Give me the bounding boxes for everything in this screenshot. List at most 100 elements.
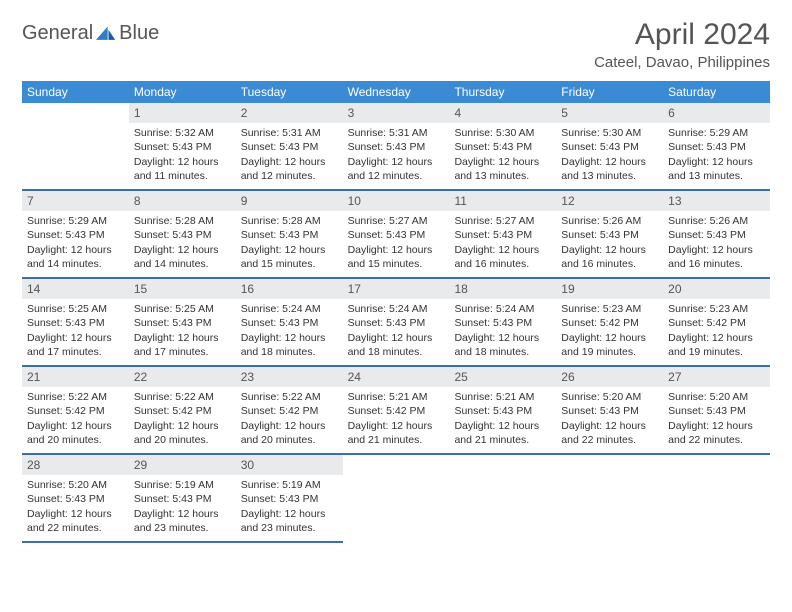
- sunrise-text: Sunrise: 5:32 AM: [134, 126, 231, 140]
- day-number: 12: [556, 191, 663, 211]
- location-subtitle: Cateel, Davao, Philippines: [594, 54, 770, 71]
- calendar-day: 23Sunrise: 5:22 AMSunset: 5:42 PMDayligh…: [236, 367, 343, 453]
- day-number: 20: [663, 279, 770, 299]
- sunrise-text: Sunrise: 5:28 AM: [241, 214, 338, 228]
- daylight-text: Daylight: 12 hours and 18 minutes.: [454, 331, 551, 359]
- day-number: 4: [449, 103, 556, 123]
- day-number: 3: [343, 103, 450, 123]
- daylight-text: Daylight: 12 hours and 15 minutes.: [348, 243, 445, 271]
- sunrise-text: Sunrise: 5:19 AM: [134, 478, 231, 492]
- day-details: Sunrise: 5:21 AMSunset: 5:42 PMDaylight:…: [343, 387, 450, 453]
- sunrise-text: Sunrise: 5:22 AM: [134, 390, 231, 404]
- sunset-text: Sunset: 5:43 PM: [134, 228, 231, 242]
- day-label: Sunday: [22, 81, 129, 103]
- sunrise-text: Sunrise: 5:20 AM: [561, 390, 658, 404]
- day-number: 15: [129, 279, 236, 299]
- sunrise-text: Sunrise: 5:31 AM: [348, 126, 445, 140]
- day-details: Sunrise: 5:20 AMSunset: 5:43 PMDaylight:…: [663, 387, 770, 453]
- calendar-day: 3Sunrise: 5:31 AMSunset: 5:43 PMDaylight…: [343, 103, 450, 189]
- sunrise-text: Sunrise: 5:20 AM: [27, 478, 124, 492]
- day-details: Sunrise: 5:24 AMSunset: 5:43 PMDaylight:…: [449, 299, 556, 365]
- day-number: 7: [22, 191, 129, 211]
- calendar-week: 14Sunrise: 5:25 AMSunset: 5:43 PMDayligh…: [22, 279, 770, 367]
- sunrise-text: Sunrise: 5:30 AM: [454, 126, 551, 140]
- brand-logo: General Blue: [22, 22, 159, 45]
- sunrise-text: Sunrise: 5:28 AM: [134, 214, 231, 228]
- calendar-day: 13Sunrise: 5:26 AMSunset: 5:43 PMDayligh…: [663, 191, 770, 277]
- day-label: Monday: [129, 81, 236, 103]
- sunrise-text: Sunrise: 5:31 AM: [241, 126, 338, 140]
- calendar-day: 18Sunrise: 5:24 AMSunset: 5:43 PMDayligh…: [449, 279, 556, 365]
- day-details: Sunrise: 5:27 AMSunset: 5:43 PMDaylight:…: [449, 211, 556, 277]
- day-number: 30: [236, 455, 343, 475]
- day-number: 24: [343, 367, 450, 387]
- day-details: Sunrise: 5:19 AMSunset: 5:43 PMDaylight:…: [236, 475, 343, 541]
- daylight-text: Daylight: 12 hours and 14 minutes.: [27, 243, 124, 271]
- daylight-text: Daylight: 12 hours and 17 minutes.: [134, 331, 231, 359]
- day-number: 26: [556, 367, 663, 387]
- sunset-text: Sunset: 5:43 PM: [561, 404, 658, 418]
- day-number: [343, 455, 450, 475]
- day-number: 25: [449, 367, 556, 387]
- calendar-day: 14Sunrise: 5:25 AMSunset: 5:43 PMDayligh…: [22, 279, 129, 365]
- daylight-text: Daylight: 12 hours and 13 minutes.: [668, 155, 765, 183]
- sunrise-text: Sunrise: 5:20 AM: [668, 390, 765, 404]
- day-number: 21: [22, 367, 129, 387]
- day-details: Sunrise: 5:25 AMSunset: 5:43 PMDaylight:…: [129, 299, 236, 365]
- daylight-text: Daylight: 12 hours and 14 minutes.: [134, 243, 231, 271]
- day-details: Sunrise: 5:29 AMSunset: 5:43 PMDaylight:…: [663, 123, 770, 189]
- daylight-text: Daylight: 12 hours and 13 minutes.: [454, 155, 551, 183]
- daylight-text: Daylight: 12 hours and 16 minutes.: [454, 243, 551, 271]
- calendar-day: 2Sunrise: 5:31 AMSunset: 5:43 PMDaylight…: [236, 103, 343, 189]
- sunset-text: Sunset: 5:43 PM: [561, 228, 658, 242]
- day-number: 5: [556, 103, 663, 123]
- day-number: 13: [663, 191, 770, 211]
- day-number: [449, 455, 556, 475]
- calendar-day: 25Sunrise: 5:21 AMSunset: 5:43 PMDayligh…: [449, 367, 556, 453]
- calendar-day: 22Sunrise: 5:22 AMSunset: 5:42 PMDayligh…: [129, 367, 236, 453]
- day-details: Sunrise: 5:26 AMSunset: 5:43 PMDaylight:…: [556, 211, 663, 277]
- sunrise-text: Sunrise: 5:21 AM: [454, 390, 551, 404]
- calendar-day: 4Sunrise: 5:30 AMSunset: 5:43 PMDaylight…: [449, 103, 556, 189]
- sunrise-text: Sunrise: 5:23 AM: [668, 302, 765, 316]
- day-number: [663, 455, 770, 475]
- calendar-day: 17Sunrise: 5:24 AMSunset: 5:43 PMDayligh…: [343, 279, 450, 365]
- day-details: Sunrise: 5:31 AMSunset: 5:43 PMDaylight:…: [343, 123, 450, 189]
- day-details: Sunrise: 5:20 AMSunset: 5:43 PMDaylight:…: [22, 475, 129, 541]
- sunset-text: Sunset: 5:43 PM: [27, 316, 124, 330]
- calendar-day: 9Sunrise: 5:28 AMSunset: 5:43 PMDaylight…: [236, 191, 343, 277]
- day-number: 16: [236, 279, 343, 299]
- calendar-day: 11Sunrise: 5:27 AMSunset: 5:43 PMDayligh…: [449, 191, 556, 277]
- sunset-text: Sunset: 5:43 PM: [241, 492, 338, 506]
- sunset-text: Sunset: 5:43 PM: [348, 228, 445, 242]
- day-details: Sunrise: 5:26 AMSunset: 5:43 PMDaylight:…: [663, 211, 770, 277]
- calendar-week: 28Sunrise: 5:20 AMSunset: 5:43 PMDayligh…: [22, 455, 770, 541]
- week-rule: [22, 541, 343, 543]
- sunrise-text: Sunrise: 5:29 AM: [668, 126, 765, 140]
- day-details: Sunrise: 5:22 AMSunset: 5:42 PMDaylight:…: [236, 387, 343, 453]
- day-number: 1: [129, 103, 236, 123]
- daylight-text: Daylight: 12 hours and 22 minutes.: [668, 419, 765, 447]
- calendar-day: 16Sunrise: 5:24 AMSunset: 5:43 PMDayligh…: [236, 279, 343, 365]
- day-number: 27: [663, 367, 770, 387]
- sunset-text: Sunset: 5:43 PM: [454, 404, 551, 418]
- day-details: Sunrise: 5:24 AMSunset: 5:43 PMDaylight:…: [343, 299, 450, 365]
- calendar-week: 7Sunrise: 5:29 AMSunset: 5:43 PMDaylight…: [22, 191, 770, 279]
- sunset-text: Sunset: 5:43 PM: [27, 492, 124, 506]
- day-number: 10: [343, 191, 450, 211]
- day-label: Friday: [556, 81, 663, 103]
- sunrise-text: Sunrise: 5:26 AM: [668, 214, 765, 228]
- calendar-day: [449, 455, 556, 541]
- daylight-text: Daylight: 12 hours and 20 minutes.: [241, 419, 338, 447]
- daylight-text: Daylight: 12 hours and 22 minutes.: [27, 507, 124, 535]
- calendar-week: 1Sunrise: 5:32 AMSunset: 5:43 PMDaylight…: [22, 103, 770, 191]
- sunrise-text: Sunrise: 5:19 AM: [241, 478, 338, 492]
- sunset-text: Sunset: 5:43 PM: [668, 404, 765, 418]
- day-number: 29: [129, 455, 236, 475]
- sunset-text: Sunset: 5:43 PM: [348, 316, 445, 330]
- sunset-text: Sunset: 5:43 PM: [668, 140, 765, 154]
- day-details: Sunrise: 5:22 AMSunset: 5:42 PMDaylight:…: [22, 387, 129, 453]
- day-details: Sunrise: 5:28 AMSunset: 5:43 PMDaylight:…: [236, 211, 343, 277]
- calendar-day: 12Sunrise: 5:26 AMSunset: 5:43 PMDayligh…: [556, 191, 663, 277]
- day-details: Sunrise: 5:29 AMSunset: 5:43 PMDaylight:…: [22, 211, 129, 277]
